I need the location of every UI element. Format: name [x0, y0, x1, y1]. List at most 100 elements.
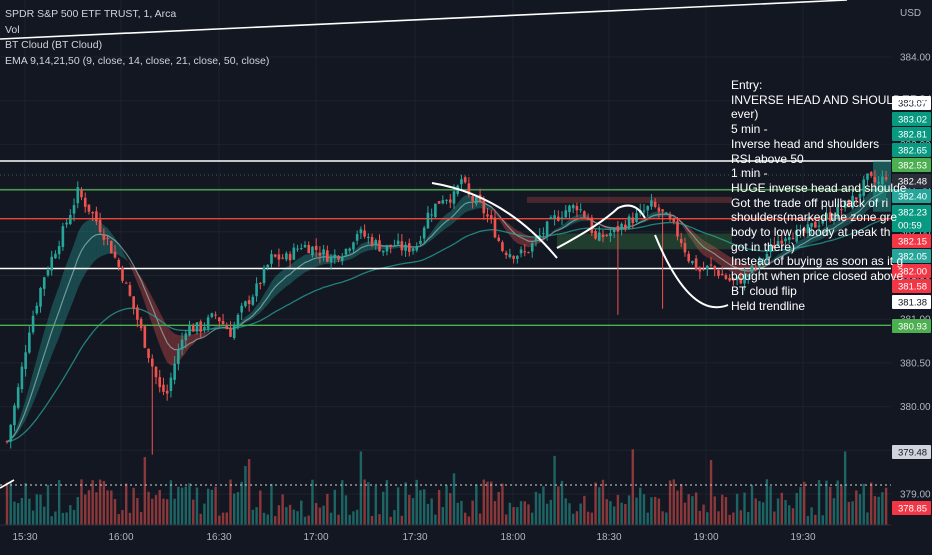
legend-ema[interactable]: EMA 9,14,21,50 (9, close, 14, close, 21,… [5, 54, 270, 67]
volume-bar [236, 492, 240, 525]
candle-body [855, 197, 858, 200]
legend-bt-cloud[interactable]: BT Cloud (BT Cloud) [5, 39, 103, 51]
trade-note[interactable]: Entry: INVERSE HEAD AND SHOULDERS(ever) 5 … [731, 78, 930, 313]
candle-body [620, 223, 623, 230]
cloud-segment [882, 184, 887, 201]
candle-body [624, 224, 627, 229]
candle-body [653, 201, 657, 207]
candle-body [463, 177, 467, 183]
volume-bar [300, 500, 303, 525]
candle-body [482, 200, 486, 214]
volume-bar [545, 503, 549, 525]
candle-body [20, 366, 24, 389]
volume-bar [866, 512, 869, 525]
volume-bar [586, 511, 590, 525]
candle-body [240, 305, 243, 313]
red-zone [527, 196, 732, 203]
candle-body [679, 238, 683, 244]
volume-bar [348, 514, 351, 525]
volume-bar [873, 496, 877, 525]
candle-body [408, 243, 411, 252]
cloud-segment [517, 230, 522, 245]
volume-bar [98, 479, 102, 525]
volume-bar [817, 480, 821, 525]
candle-body [843, 200, 847, 208]
volume-bar [400, 515, 404, 525]
candle-body [691, 260, 694, 264]
candles [5, 170, 888, 455]
volume-bar [281, 494, 284, 525]
ema-50-line [6, 217, 887, 443]
legend-symbol[interactable]: SPDR S&P 500 ETF TRUST, 1, Arca [5, 8, 177, 20]
candle-body [672, 218, 676, 222]
volume-bar [829, 486, 832, 525]
candle-body [884, 177, 888, 180]
volume-bar [802, 481, 806, 525]
volume-bar [154, 495, 158, 525]
candle-body [102, 233, 106, 240]
volume-bar [255, 507, 258, 525]
candle-body [400, 241, 404, 251]
candle-body [616, 225, 620, 232]
volume-bar [609, 501, 612, 525]
candle-body [61, 226, 65, 247]
candle-body [396, 240, 400, 245]
candle-body [512, 255, 515, 259]
legend-vol[interactable]: Vol [5, 23, 20, 36]
volume-bar [192, 499, 195, 525]
candle-body [497, 237, 500, 241]
candle-body [452, 191, 456, 204]
volume-bar [832, 498, 836, 525]
volume-bar [162, 498, 165, 525]
candle-body [858, 193, 862, 198]
candle-body [65, 222, 68, 225]
volume-bar [229, 479, 232, 525]
candle-body [448, 199, 452, 203]
candle-body [50, 256, 53, 271]
volume-bar [288, 504, 292, 525]
candle-body [877, 182, 880, 184]
volume-bar [128, 512, 132, 525]
volume-bar [698, 510, 702, 525]
volume-bar [706, 512, 709, 525]
volume-bar [233, 493, 236, 525]
candle-body [579, 209, 582, 211]
volume-bar [460, 500, 463, 525]
candle-body [713, 266, 717, 270]
volume-bar [91, 480, 94, 525]
volume-bar [598, 487, 601, 525]
candle-body [534, 237, 538, 242]
volume-bar [244, 465, 247, 525]
volume-bar [478, 513, 482, 525]
candle-body [110, 241, 113, 254]
candle-body [475, 197, 478, 204]
cloud-segment [360, 242, 365, 254]
volume-bar [177, 486, 180, 525]
candle-body [39, 288, 42, 307]
volume-bar [612, 506, 616, 525]
volume-bar [858, 494, 862, 525]
candle-body [612, 228, 616, 233]
volume-bar [125, 483, 128, 525]
cloud-segment [36, 344, 41, 395]
candle-body [106, 237, 109, 239]
volume-bar [341, 480, 344, 525]
volume-bar [430, 498, 433, 525]
volume-bar [87, 490, 91, 525]
volume-bar [65, 512, 68, 525]
cloud-segment [163, 319, 168, 363]
price-label: 382.05 [898, 252, 927, 263]
volume-bar [221, 512, 225, 525]
candle-body [311, 246, 314, 256]
volume-bar [46, 484, 50, 525]
volume-bar [512, 507, 515, 525]
candle-body [687, 253, 690, 262]
candle-body [557, 216, 560, 221]
volume-bar [132, 487, 135, 525]
cloud-segment [692, 230, 697, 247]
candle-body [46, 269, 50, 276]
price-label-box [892, 189, 931, 203]
candle-body [836, 206, 839, 219]
